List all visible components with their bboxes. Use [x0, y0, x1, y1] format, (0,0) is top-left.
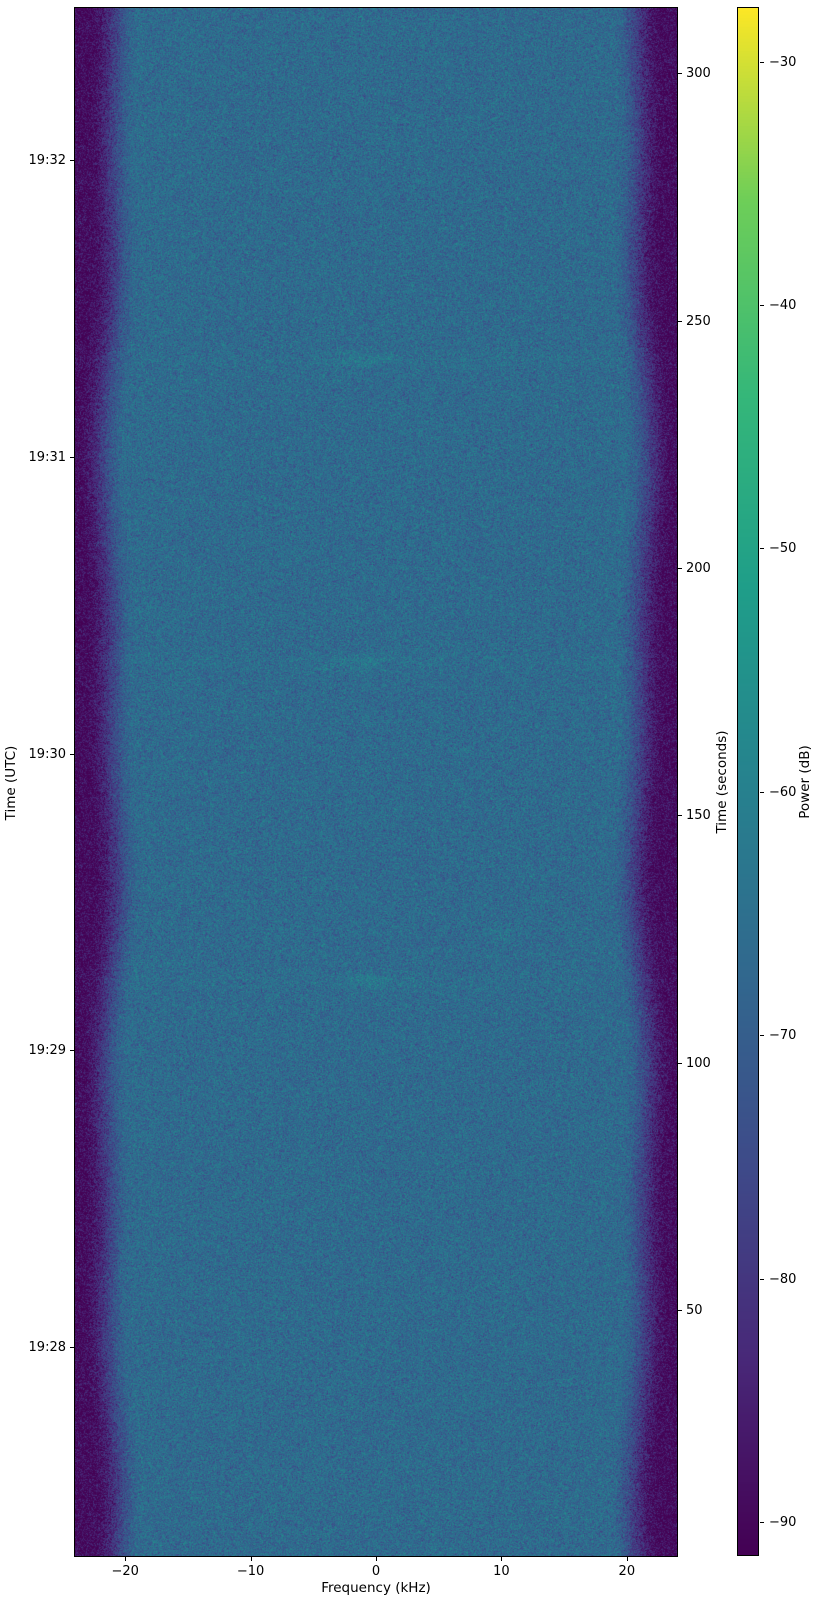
x-tick-label: 20 — [618, 1564, 636, 1579]
y-left-tick-mark — [70, 456, 74, 458]
y-axis-right-label: Time (seconds) — [714, 730, 730, 834]
y-right-tick-mark — [678, 1310, 682, 1312]
x-tick-mark — [376, 1557, 377, 1561]
colorbar-tick-label: −80 — [769, 1271, 797, 1287]
colorbar-tick-mark — [760, 61, 764, 63]
colorbar-tick-label: −50 — [769, 541, 797, 557]
y-left-tick-label: 19:28 — [28, 1340, 66, 1356]
x-tick-mark — [125, 1557, 127, 1561]
y-left-tick-mark — [70, 753, 74, 755]
y-right-tick-mark — [678, 320, 682, 322]
y-right-tick-label: 250 — [686, 313, 711, 329]
colorbar-tick-label: −90 — [769, 1515, 797, 1531]
x-tick-mark — [501, 1557, 503, 1561]
colorbar-tick-label: −40 — [769, 297, 797, 313]
colorbar-tick-label: −30 — [769, 54, 797, 70]
y-left-tick-label: 19:31 — [28, 449, 66, 465]
y-right-tick-label: 150 — [686, 808, 711, 824]
y-right-tick-mark — [678, 1062, 682, 1064]
spectrogram-plot-area — [74, 7, 678, 1557]
y-right-tick-mark — [678, 73, 682, 75]
y-right-tick-label: 50 — [686, 1303, 703, 1319]
y-left-tick-mark — [70, 159, 74, 161]
colorbar-tick-mark — [760, 1035, 764, 1037]
colorbar-tick-mark — [760, 1278, 764, 1280]
x-tick-mark — [250, 1557, 252, 1561]
colorbar-tick-label: −70 — [769, 1028, 797, 1044]
y-right-tick-mark — [678, 815, 682, 817]
y-right-tick-mark — [678, 568, 682, 570]
y-right-tick-label: 300 — [686, 66, 711, 82]
y-left-tick-label: 19:32 — [28, 152, 66, 168]
x-tick-mark — [626, 1557, 628, 1561]
x-axis-label: Frequency (kHz) — [321, 1580, 431, 1596]
x-tick-label: −20 — [111, 1564, 139, 1579]
x-tick-label: −10 — [236, 1564, 265, 1579]
colorbar-tick-mark — [760, 548, 764, 550]
colorbar-tick-mark — [760, 304, 764, 306]
y-right-tick-label: 100 — [686, 1055, 711, 1071]
spectrogram-image — [75, 8, 677, 1556]
y-left-tick-mark — [70, 1050, 74, 1052]
colorbar-tick-mark — [760, 791, 764, 793]
y-left-tick-mark — [70, 1347, 74, 1349]
y-left-tick-label: 19:29 — [28, 1043, 66, 1059]
y-axis-left-label: Time (UTC) — [3, 745, 19, 821]
colorbar — [737, 7, 759, 1556]
colorbar-tick-label: −60 — [769, 784, 797, 800]
colorbar-label: Power (dB) — [797, 745, 813, 819]
colorbar-gradient — [738, 8, 758, 1555]
y-left-tick-label: 19:30 — [28, 746, 66, 762]
y-right-tick-label: 200 — [686, 561, 711, 577]
x-tick-label: 10 — [493, 1564, 510, 1579]
colorbar-tick-mark — [760, 1522, 764, 1524]
x-tick-label: 0 — [371, 1564, 381, 1579]
